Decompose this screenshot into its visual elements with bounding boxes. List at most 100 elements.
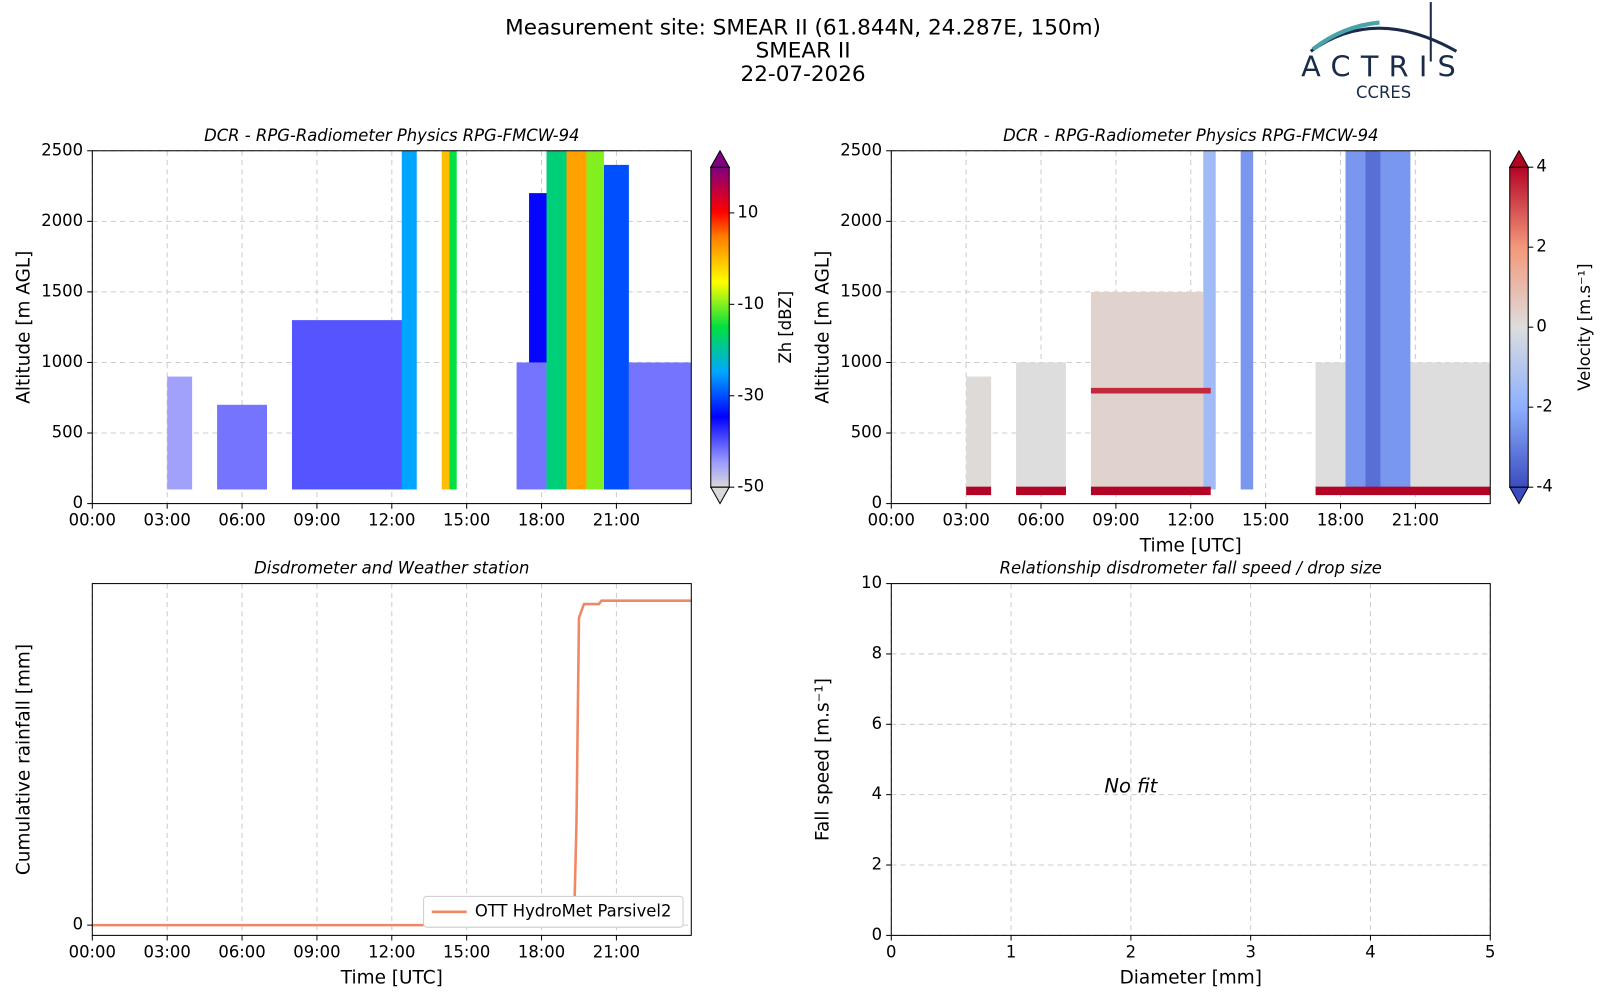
colorbar-label: Velocity [m.s⁻¹] — [1575, 263, 1594, 390]
colorbar-tick-label: 2 — [1536, 237, 1546, 256]
chart: Relationship disdrometer fall speed / dr… — [813, 559, 1496, 989]
legend-label: OTT HydroMet Parsivel2 — [475, 901, 672, 920]
x-tick-label: 06:00 — [218, 942, 265, 961]
heatmap-cell — [516, 362, 547, 490]
x-tick-label: 21:00 — [593, 511, 640, 530]
x-axis-label: Time [UTC] — [1139, 536, 1242, 557]
heatmap-cell — [449, 150, 457, 490]
chart-title: Disdrometer and Weather station — [254, 559, 529, 578]
heatmap-cell — [291, 320, 405, 490]
heatmap-cell — [167, 376, 193, 490]
heatmap-cell — [966, 376, 992, 490]
x-tick-label: 00:00 — [69, 511, 116, 530]
heatmap-cell — [566, 150, 587, 490]
logo-arc-accent — [1311, 20, 1380, 51]
colorbar-tick-label: -50 — [737, 477, 764, 496]
y-tick-label: 500 — [851, 423, 882, 442]
x-tick-label: 21:00 — [593, 942, 640, 961]
y-tick-label: 2500 — [41, 140, 83, 159]
chart-title: DCR - RPG-Radiometer Physics RPG-FMCW-94 — [1003, 126, 1378, 145]
y-tick-label: 1500 — [840, 281, 882, 300]
y-axis-label: Altitude [m AGL] — [813, 251, 834, 404]
colorbar-extend-top — [709, 149, 731, 168]
x-tick-label: 09:00 — [1092, 511, 1139, 530]
heatmap-cell — [1315, 486, 1491, 496]
colorbar-extend-bottom — [709, 486, 731, 505]
chart: DCR - RPG-Radiometer Physics RPG-FMCW-94… — [813, 126, 1595, 557]
x-tick-label: 00:00 — [868, 511, 915, 530]
x-tick-label: 15:00 — [443, 511, 490, 530]
x-tick-label: 00:00 — [69, 942, 116, 961]
chart-title: DCR - RPG-Radiometer Physics RPG-FMCW-94 — [204, 126, 579, 145]
x-tick-label: 18:00 — [1317, 511, 1364, 530]
figure-subtitle: SMEAR II — [756, 38, 851, 63]
x-tick-label: 12:00 — [1167, 511, 1214, 530]
legend-box — [423, 895, 684, 928]
heatmap-cell — [1240, 150, 1254, 490]
heatmap-cell — [628, 362, 692, 490]
colorbar-tick-label: 0 — [1536, 317, 1546, 336]
x-tick-label: 0 — [886, 942, 896, 961]
heatmap-cell — [1203, 150, 1216, 490]
x-axis-label: Diameter [mm] — [1120, 967, 1262, 988]
logo-text: ACTRIS — [1301, 50, 1466, 84]
colorbar — [710, 166, 730, 488]
colorbar-tick-label: -2 — [1536, 397, 1552, 416]
x-tick-label: 18:00 — [518, 511, 565, 530]
x-axis-label: Time [UTC] — [340, 967, 443, 988]
heatmap-cell — [441, 150, 450, 490]
x-tick-label: 4 — [1365, 942, 1375, 961]
plot-frame — [890, 583, 1491, 936]
heatmap-cell — [546, 150, 567, 490]
heatmap-cell — [1090, 387, 1211, 394]
logo-subtext: CCRES — [1356, 83, 1411, 102]
y-tick-label: 0 — [73, 493, 83, 512]
y-tick-label: 8 — [872, 643, 882, 662]
y-tick-label: 0 — [872, 925, 882, 944]
plot-frame — [91, 583, 692, 936]
y-tick-label: 1500 — [41, 281, 83, 300]
y-tick-label: 2000 — [840, 211, 882, 230]
y-axis-label: Altitude [m AGL] — [14, 251, 35, 404]
y-tick-label: 0 — [73, 915, 83, 934]
heatmap-cell — [1016, 486, 1066, 496]
figure-date: 22-07-2026 — [741, 62, 866, 87]
x-tick-label: 06:00 — [218, 511, 265, 530]
plot-frame — [890, 150, 1491, 505]
annotation: No fit — [1104, 775, 1158, 798]
y-tick-label: 500 — [52, 423, 83, 442]
heatmap-cell — [217, 404, 268, 490]
x-tick-label: 06:00 — [1017, 511, 1064, 530]
heatmap-cell — [1016, 362, 1066, 490]
heatmap-cell — [1090, 486, 1211, 496]
y-tick-label: 1000 — [41, 352, 83, 371]
colorbar — [1509, 166, 1529, 488]
logo-arc — [1309, 26, 1458, 53]
x-tick-label: 03:00 — [144, 942, 191, 961]
chart: Disdrometer and Weather station 00:00 03:0… — [14, 559, 692, 988]
heatmap-cell — [603, 164, 629, 490]
plot-frame — [91, 150, 692, 505]
y-axis-label: Fall speed [m.s⁻¹] — [813, 678, 834, 841]
y-tick-label: 2000 — [41, 211, 83, 230]
x-tick-label: 18:00 — [518, 942, 565, 961]
colorbar-tick-label: 4 — [1536, 157, 1546, 176]
y-tick-label: 10 — [861, 573, 882, 592]
y-tick-label: 0 — [872, 493, 882, 512]
y-tick-label: 4 — [872, 784, 882, 803]
heatmap-cell — [586, 150, 604, 490]
y-tick-label: 2 — [872, 855, 882, 874]
y-tick-label: 1000 — [840, 352, 882, 371]
x-tick-label: 12:00 — [368, 511, 415, 530]
heatmap-cell — [401, 150, 417, 490]
x-tick-label: 03:00 — [943, 511, 990, 530]
heatmap-cell — [966, 486, 992, 496]
y-tick-label: 2500 — [840, 140, 882, 159]
x-tick-label: 09:00 — [293, 942, 340, 961]
x-tick-label: 15:00 — [443, 942, 490, 961]
colorbar-extend-bottom — [1508, 486, 1530, 505]
x-tick-label: 09:00 — [293, 511, 340, 530]
x-tick-label: 12:00 — [368, 942, 415, 961]
y-tick-label: 6 — [872, 714, 882, 733]
